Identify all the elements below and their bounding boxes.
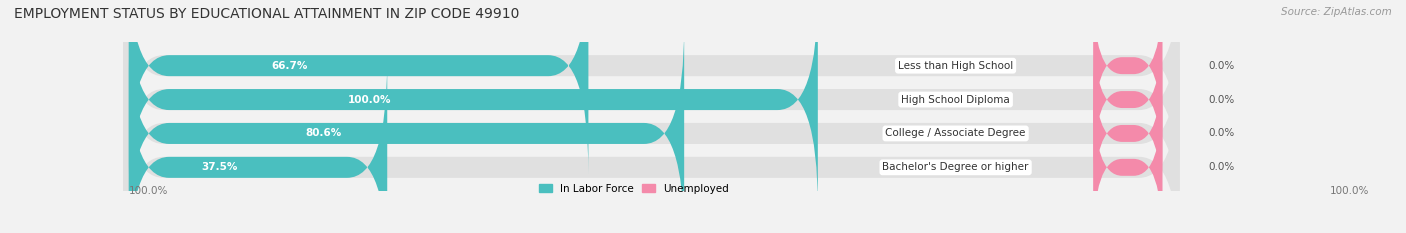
Legend: In Labor Force, Unemployed: In Labor Force, Unemployed — [536, 179, 733, 198]
FancyBboxPatch shape — [129, 0, 588, 174]
Text: 100.0%: 100.0% — [1330, 186, 1369, 196]
Text: 37.5%: 37.5% — [201, 162, 238, 172]
FancyBboxPatch shape — [124, 59, 1180, 233]
Text: Source: ZipAtlas.com: Source: ZipAtlas.com — [1281, 7, 1392, 17]
Text: College / Associate Degree: College / Associate Degree — [886, 128, 1026, 138]
Text: 0.0%: 0.0% — [1208, 128, 1234, 138]
Text: Less than High School: Less than High School — [898, 61, 1014, 71]
Text: Bachelor's Degree or higher: Bachelor's Degree or higher — [883, 162, 1029, 172]
Text: 0.0%: 0.0% — [1208, 95, 1234, 105]
FancyBboxPatch shape — [129, 0, 818, 208]
FancyBboxPatch shape — [129, 25, 685, 233]
Text: 66.7%: 66.7% — [271, 61, 308, 71]
FancyBboxPatch shape — [124, 0, 1180, 208]
Text: 0.0%: 0.0% — [1208, 162, 1234, 172]
FancyBboxPatch shape — [124, 25, 1180, 233]
FancyBboxPatch shape — [1094, 23, 1163, 176]
Text: 100.0%: 100.0% — [349, 95, 392, 105]
Text: EMPLOYMENT STATUS BY EDUCATIONAL ATTAINMENT IN ZIP CODE 49910: EMPLOYMENT STATUS BY EDUCATIONAL ATTAINM… — [14, 7, 519, 21]
FancyBboxPatch shape — [1094, 91, 1163, 233]
Text: 100.0%: 100.0% — [129, 186, 169, 196]
FancyBboxPatch shape — [129, 59, 387, 233]
FancyBboxPatch shape — [1094, 0, 1163, 142]
Text: 80.6%: 80.6% — [305, 128, 342, 138]
FancyBboxPatch shape — [1094, 57, 1163, 210]
Text: 0.0%: 0.0% — [1208, 61, 1234, 71]
Text: High School Diploma: High School Diploma — [901, 95, 1010, 105]
FancyBboxPatch shape — [124, 0, 1180, 174]
